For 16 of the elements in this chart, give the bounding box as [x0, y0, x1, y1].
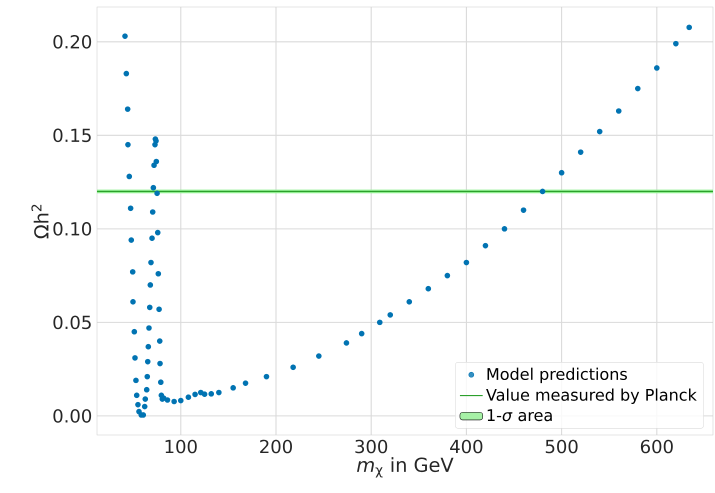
y-tick-label: 0.10 — [53, 222, 92, 236]
x-tick-label: 600 — [640, 440, 673, 454]
y-axis-title: Ωh$^{2}$ — [31, 204, 48, 238]
x-tick-label: 500 — [546, 440, 578, 454]
y-tick-label: 0.15 — [53, 128, 91, 142]
y-tick-label: 0.05 — [53, 316, 91, 330]
x-tick-label: 100 — [166, 440, 197, 454]
y-tick-label: 0.20 — [53, 34, 92, 49]
legend-label: Value measured by Planck — [486, 388, 697, 404]
y-tick-label: 0.00 — [53, 409, 92, 423]
x-tick-label: 300 — [355, 440, 388, 454]
x-tick-label: 200 — [260, 440, 292, 454]
x-tick-label: 400 — [450, 440, 482, 454]
legend-label: 1-σ area — [488, 409, 552, 422]
legend-label: Model predictions — [488, 368, 627, 384]
x-axis-title: m$_{χ}$ in GeV — [357, 457, 454, 478]
